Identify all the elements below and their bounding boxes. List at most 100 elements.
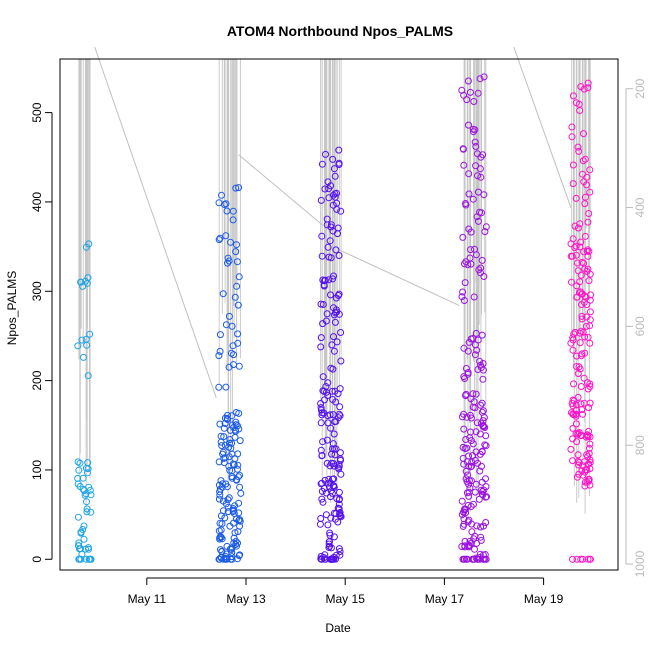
- data-point: [584, 555, 592, 563]
- data-point: [474, 217, 482, 225]
- data-point: [569, 424, 577, 432]
- data-point: [583, 466, 591, 474]
- data-point: [569, 334, 577, 342]
- data-point: [329, 475, 336, 483]
- data-point: [229, 216, 237, 224]
- data-point: [466, 88, 474, 96]
- data-point: [323, 215, 331, 223]
- data-point: [586, 296, 594, 304]
- data-point: [226, 466, 234, 474]
- data-point: [572, 420, 580, 428]
- data-point: [333, 338, 341, 346]
- data-point: [460, 161, 468, 169]
- data-point: [472, 390, 480, 398]
- data-point: [337, 513, 345, 521]
- data-point: [585, 277, 593, 285]
- data-point: [79, 526, 87, 533]
- data-point: [324, 178, 332, 186]
- data-point: [480, 486, 488, 494]
- data-point: [319, 387, 327, 395]
- data-point: [466, 484, 474, 492]
- data-point: [224, 508, 232, 516]
- pressure-trace-line: [238, 154, 324, 226]
- data-point: [568, 133, 576, 141]
- data-point: [321, 396, 328, 404]
- pressure-profile: [78, 59, 91, 516]
- data-point: [317, 343, 325, 351]
- data-point: [458, 543, 466, 550]
- data-point: [327, 291, 334, 299]
- y-tick-label: 400: [30, 192, 44, 212]
- data-point: [325, 185, 333, 193]
- data-point: [221, 420, 229, 427]
- data-point: [330, 462, 338, 470]
- data-point: [233, 476, 241, 484]
- data-point: [335, 146, 343, 154]
- data-point: [85, 240, 93, 248]
- data-point: [329, 227, 337, 235]
- data-point: [218, 520, 226, 528]
- data-point: [335, 290, 343, 298]
- data-point: [224, 503, 232, 511]
- data-point: [83, 508, 91, 516]
- data-point: [234, 473, 242, 481]
- data-point: [332, 246, 340, 254]
- data-point: [586, 399, 594, 407]
- data-point: [317, 400, 325, 407]
- data-point: [325, 483, 333, 491]
- data-point: [234, 465, 241, 473]
- data-point: [323, 436, 331, 444]
- data-point: [337, 329, 345, 336]
- data-point: [573, 555, 581, 563]
- data-point: [466, 254, 474, 262]
- data-point: [463, 413, 471, 421]
- data-point: [224, 259, 231, 267]
- data-point: [482, 519, 490, 526]
- data-point: [229, 505, 237, 513]
- data-point: [230, 510, 238, 517]
- data-point: [579, 328, 587, 336]
- data-point: [469, 195, 477, 203]
- data-point: [572, 194, 580, 202]
- data-point: [584, 265, 592, 273]
- data-point: [227, 238, 234, 246]
- data-point: [482, 432, 490, 440]
- data-point: [471, 545, 478, 553]
- pressure-trace-line: [337, 248, 460, 307]
- data-point: [233, 241, 240, 249]
- data-point: [331, 193, 339, 201]
- data-point: [477, 486, 485, 494]
- data-point: [336, 548, 344, 555]
- data-point: [467, 246, 475, 254]
- data-point: [330, 430, 338, 438]
- data-point: [320, 281, 328, 289]
- data-point: [323, 310, 331, 318]
- data-point: [325, 253, 333, 261]
- data-point: [580, 374, 588, 382]
- data-point: [217, 477, 225, 485]
- data-point: [576, 243, 584, 251]
- data-point: [331, 318, 339, 326]
- data-point: [483, 493, 490, 501]
- data-point: [579, 410, 587, 418]
- data-point: [467, 428, 474, 436]
- data-point: [584, 84, 592, 92]
- data-point: [324, 243, 332, 251]
- data-point: [220, 433, 228, 441]
- data-point: [585, 450, 593, 457]
- plot-frame: [59, 58, 619, 571]
- data-point: [228, 546, 235, 553]
- data-point: [569, 435, 577, 443]
- data-point: [465, 338, 473, 346]
- data-point: [459, 454, 467, 462]
- data-point: [477, 523, 485, 531]
- data-point: [479, 422, 487, 429]
- x-tick-label: May 13: [226, 592, 266, 606]
- data-point: [317, 555, 325, 563]
- data-point: [463, 444, 471, 452]
- data-point: [572, 251, 580, 259]
- data-point: [577, 288, 585, 296]
- data-point: [578, 350, 586, 358]
- data-point: [584, 333, 592, 341]
- data-point: [332, 418, 340, 425]
